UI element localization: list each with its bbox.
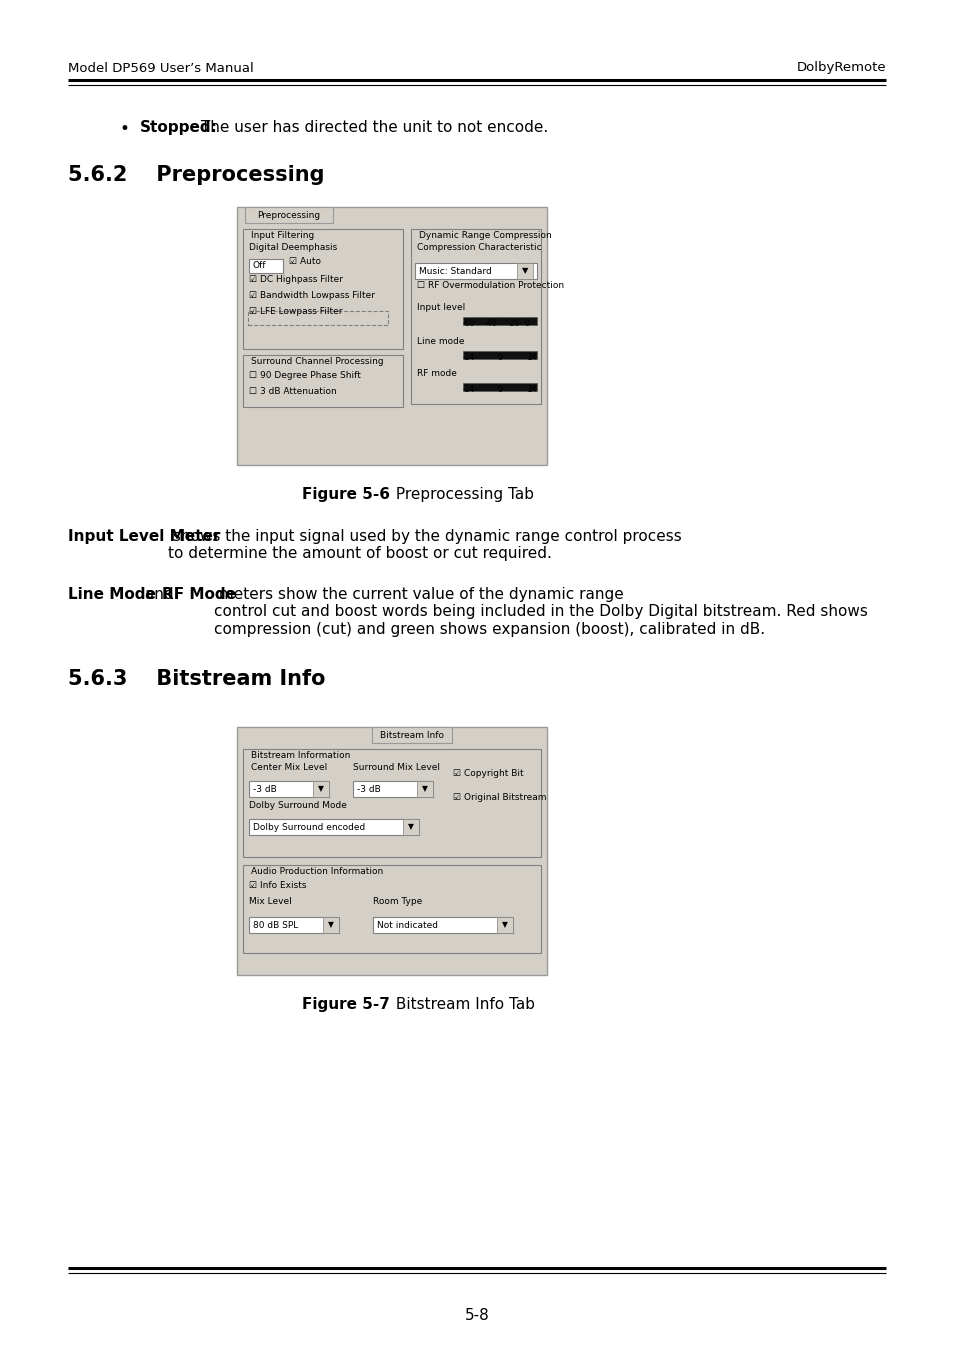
Text: Figure 5-6: Figure 5-6	[302, 486, 390, 503]
Text: ▼: ▼	[421, 785, 428, 793]
Text: ▼: ▼	[408, 823, 414, 831]
Bar	[249, 259, 283, 273]
Text: RF mode: RF mode	[416, 369, 456, 378]
Bar	[497, 917, 513, 934]
Text: ▼: ▼	[328, 920, 334, 929]
Bar	[249, 917, 338, 934]
Text: Input level: Input level	[416, 303, 465, 312]
Text: Stopped:: Stopped:	[140, 120, 217, 135]
Text: DolbyRemote: DolbyRemote	[796, 62, 885, 74]
Text: RF Mode: RF Mode	[162, 586, 235, 603]
Text: shows the input signal used by the dynamic range control process
to determine th: shows the input signal used by the dynam…	[168, 530, 681, 562]
Text: •: •	[120, 120, 130, 138]
Text: 80 dB SPL: 80 dB SPL	[253, 920, 298, 929]
Text: Model DP569 User’s Manual: Model DP569 User’s Manual	[68, 62, 253, 74]
Text: ☑ Auto: ☑ Auto	[289, 257, 320, 266]
Text: Preprocessing Tab: Preprocessing Tab	[391, 486, 534, 503]
Text: Line mode: Line mode	[416, 336, 464, 346]
Text: Input Level Meter: Input Level Meter	[68, 530, 220, 544]
Text: Input Filtering: Input Filtering	[251, 231, 314, 240]
Text: Preprocessing: Preprocessing	[257, 211, 320, 219]
Text: ☑ Info Exists: ☑ Info Exists	[249, 881, 306, 890]
Bar	[236, 727, 546, 975]
Bar	[415, 263, 537, 280]
Text: meters show the current value of the dynamic range
control cut and boost words b: meters show the current value of the dyn…	[213, 586, 867, 636]
Bar	[517, 263, 533, 280]
Text: Center Mix Level: Center Mix Level	[251, 763, 327, 771]
Text: Audio Production Information: Audio Production Information	[251, 867, 383, 875]
Text: ☐ RF Overmodulation Protection: ☐ RF Overmodulation Protection	[416, 281, 563, 290]
Bar	[243, 865, 540, 952]
Text: 24: 24	[527, 385, 537, 394]
Bar	[248, 311, 388, 326]
Bar	[323, 917, 338, 934]
Text: Not indicated: Not indicated	[376, 920, 437, 929]
Bar	[353, 781, 433, 797]
Text: and: and	[140, 586, 178, 603]
Text: ☑ LFE Lowpass Filter: ☑ LFE Lowpass Filter	[249, 307, 342, 316]
Bar	[313, 781, 329, 797]
Text: Off: Off	[253, 262, 266, 270]
Text: Surround Mix Level: Surround Mix Level	[353, 763, 439, 771]
Bar	[243, 230, 402, 349]
Text: -60: -60	[462, 319, 475, 328]
Text: ☑ DC Highpass Filter: ☑ DC Highpass Filter	[249, 276, 343, 284]
Text: Figure 5-7: Figure 5-7	[302, 997, 390, 1012]
Text: ▼: ▼	[317, 785, 324, 793]
Text: Dolby Surround encoded: Dolby Surround encoded	[253, 823, 365, 831]
Text: 0: 0	[523, 319, 529, 328]
Bar	[373, 917, 513, 934]
Bar	[236, 207, 546, 465]
Text: ☑ Original Bitstream: ☑ Original Bitstream	[453, 793, 546, 802]
Text: Bitstream Info Tab: Bitstream Info Tab	[391, 997, 535, 1012]
Bar	[372, 727, 452, 743]
Text: Music: Standard: Music: Standard	[418, 266, 491, 276]
Text: -3 dB: -3 dB	[253, 785, 276, 793]
Text: Room Type: Room Type	[373, 897, 422, 907]
Text: The user has directed the unit to not encode.: The user has directed the unit to not en…	[195, 120, 548, 135]
Text: Digital Deemphasis: Digital Deemphasis	[249, 243, 337, 253]
Text: Compression Characteristic: Compression Characteristic	[416, 243, 541, 253]
Bar	[462, 382, 537, 390]
Text: -24: -24	[462, 385, 475, 394]
Bar	[249, 781, 329, 797]
Text: Bitstream Information: Bitstream Information	[251, 751, 350, 761]
Text: Bitstream Info: Bitstream Info	[379, 731, 443, 739]
Text: 5-8: 5-8	[464, 1308, 489, 1323]
Text: Mix Level: Mix Level	[249, 897, 292, 907]
Text: ☐ 90 Degree Phase Shift: ☐ 90 Degree Phase Shift	[249, 372, 360, 380]
Text: -3 dB: -3 dB	[356, 785, 380, 793]
Text: ▼: ▼	[521, 266, 528, 276]
Text: ☑ Bandwidth Lowpass Filter: ☑ Bandwidth Lowpass Filter	[249, 290, 375, 300]
Text: 0: 0	[497, 353, 502, 362]
Bar	[402, 819, 418, 835]
Bar	[462, 317, 537, 326]
Text: ☑ Copyright Bit: ☑ Copyright Bit	[453, 769, 523, 778]
Text: Surround Channel Processing: Surround Channel Processing	[251, 357, 383, 366]
Bar	[245, 207, 333, 223]
Bar	[462, 351, 537, 359]
Text: -20: -20	[507, 319, 519, 328]
Bar	[416, 781, 433, 797]
Text: Line Mode: Line Mode	[68, 586, 155, 603]
Text: -24: -24	[462, 353, 475, 362]
Bar	[243, 355, 402, 407]
Bar	[243, 748, 540, 857]
Text: Dynamic Range Compression: Dynamic Range Compression	[418, 231, 551, 240]
Bar	[411, 230, 540, 404]
Text: ▼: ▼	[501, 920, 507, 929]
Text: 5.6.3    Bitstream Info: 5.6.3 Bitstream Info	[68, 669, 325, 689]
Text: 5.6.2    Preprocessing: 5.6.2 Preprocessing	[68, 165, 324, 185]
Text: -40: -40	[484, 319, 497, 328]
Text: Dolby Surround Mode: Dolby Surround Mode	[249, 801, 347, 811]
Text: 24: 24	[527, 353, 537, 362]
Text: 0: 0	[497, 385, 502, 394]
Bar	[249, 819, 418, 835]
Text: ☐ 3 dB Attenuation: ☐ 3 dB Attenuation	[249, 386, 336, 396]
